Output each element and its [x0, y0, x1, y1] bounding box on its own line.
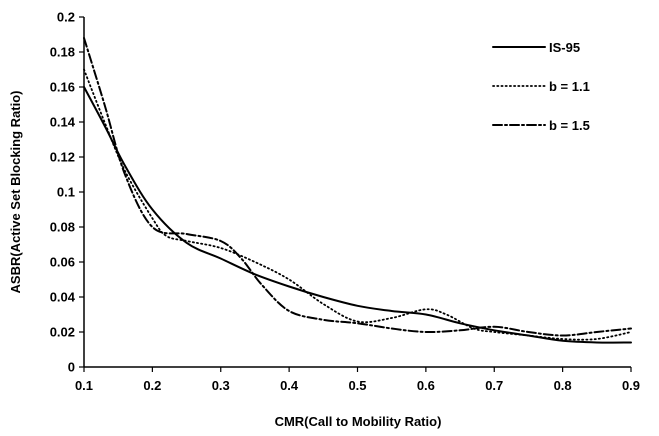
x-tick-label: 0.2 — [143, 378, 161, 393]
series-line-2 — [83, 37, 632, 337]
y-tick-label: 0.1 — [57, 185, 75, 200]
y-tick-label: 0.06 — [50, 255, 75, 270]
y-tick-label: 0.04 — [50, 290, 76, 305]
x-axis-label: CMR(Call to Mobility Ratio) — [275, 414, 442, 429]
y-tick-label: 0.02 — [50, 325, 75, 340]
series-line-1 — [83, 68, 632, 341]
legend-label-0: IS-95 — [549, 40, 580, 55]
x-tick-label: 0.3 — [212, 378, 230, 393]
x-tick-label: 0.7 — [485, 378, 503, 393]
axes — [83, 17, 631, 368]
x-axis-ticks: 0.1 0.2 0.3 0.4 0.5 0.6 0.7 0.8 0.9 — [75, 367, 640, 393]
y-tick-label: 0.16 — [50, 80, 75, 95]
x-tick-label: 0.9 — [622, 378, 640, 393]
legend-label-2: b = 1.5 — [549, 118, 590, 133]
x-tick-label: 0.6 — [417, 378, 435, 393]
y-axis-ticks: 0 0.02 0.04 0.06 0.08 0.1 0.12 0.14 0.16 0.18 0.2 — [50, 10, 84, 375]
y-tick-label: 0.2 — [57, 10, 75, 25]
x-tick-label: 0.1 — [75, 378, 93, 393]
x-tick-label: 0.4 — [280, 378, 299, 393]
legend: IS-95 b = 1.1 b = 1.5 — [492, 40, 590, 133]
y-axis-label: ASBR(Active Set Blocking Ratio) — [8, 91, 23, 294]
y-tick-label: 0.08 — [50, 220, 75, 235]
x-tick-label: 0.5 — [348, 378, 366, 393]
x-tick-label: 0.8 — [554, 378, 572, 393]
y-tick-label: 0.14 — [50, 115, 76, 130]
legend-label-1: b = 1.1 — [549, 79, 590, 94]
series-lines — [83, 37, 632, 344]
y-tick-label: 0.18 — [50, 45, 75, 60]
y-tick-label: 0.12 — [50, 150, 75, 165]
y-tick-label: 0 — [68, 360, 75, 375]
